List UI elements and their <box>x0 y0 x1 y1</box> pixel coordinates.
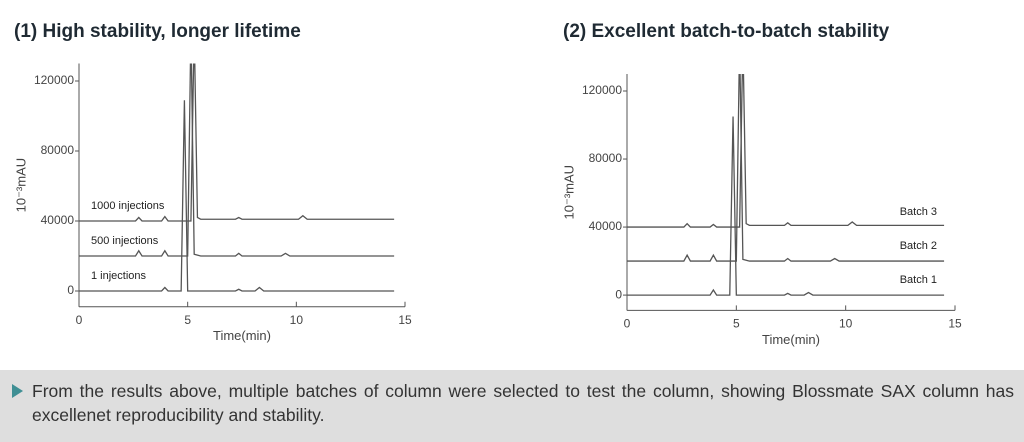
series-label: Batch 2 <box>900 240 937 252</box>
x-tick-label: 10 <box>290 313 304 327</box>
y-tick-label: 40000 <box>589 219 623 233</box>
y-tick-label: 0 <box>615 287 622 301</box>
chart-title: (2) Excellent batch-to-batch stability <box>563 21 890 42</box>
y-tick-label: 120000 <box>582 83 622 97</box>
trace-line <box>79 63 395 222</box>
chart-title: (1) High stability, longer lifetime <box>14 21 301 42</box>
y-tick-label: 120000 <box>34 73 74 87</box>
note-text: From the results above, multiple batches… <box>32 381 1014 425</box>
trace-line <box>627 116 945 296</box>
series-label: 500 injections <box>91 235 159 247</box>
y-tick-label: 80000 <box>41 143 75 157</box>
x-axis-label: Time(min) <box>213 328 271 343</box>
x-tick-label: 15 <box>398 313 412 327</box>
traces <box>79 63 395 292</box>
x-axis-label: Time(min) <box>762 332 820 347</box>
trace-line <box>627 74 945 262</box>
charts: (1) High stability, longer lifetime 0 4000… <box>13 21 962 347</box>
footer-note: From the results above, multiple batches… <box>0 370 1024 442</box>
x-tick-label: 15 <box>948 317 962 331</box>
series-label: 1000 injections <box>91 200 165 212</box>
y-axis-label: 10⁻³mAU <box>13 158 28 213</box>
y-tick-label: 40000 <box>41 213 75 227</box>
trace-line <box>79 63 395 257</box>
x-tick-label: 0 <box>624 317 631 331</box>
x-tick-label: 10 <box>839 317 853 331</box>
y-tick-label: 0 <box>67 283 74 297</box>
bullet-icon <box>12 384 23 398</box>
series-label: 1 injections <box>91 270 147 282</box>
trace-line <box>627 74 945 228</box>
trace-line <box>79 100 395 292</box>
series-label: Batch 1 <box>900 274 937 286</box>
x-tick-label: 5 <box>733 317 740 331</box>
x-tick-label: 0 <box>76 313 83 327</box>
traces <box>627 74 945 296</box>
x-tick-label: 5 <box>184 313 191 327</box>
y-axis-label: 10⁻³mAU <box>561 165 576 220</box>
y-tick-label: 80000 <box>589 151 623 165</box>
series-label: Batch 3 <box>900 206 937 218</box>
